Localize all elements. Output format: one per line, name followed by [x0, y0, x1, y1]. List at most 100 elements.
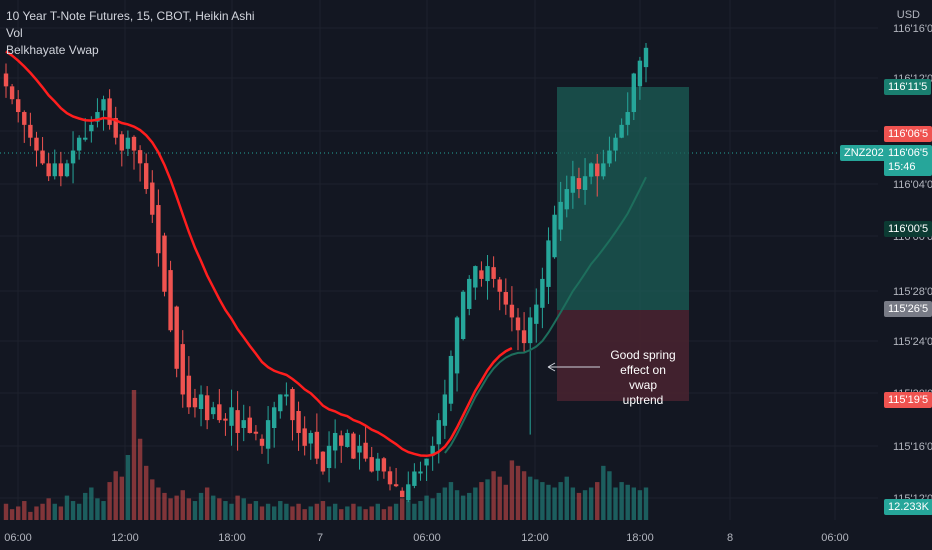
candle-body: [320, 451, 326, 472]
volume-bar: [369, 506, 374, 520]
volume-bar: [52, 503, 57, 520]
volume-bar: [101, 501, 106, 520]
candle-body: [442, 394, 448, 426]
volume-bar: [95, 498, 100, 520]
volume-bar: [387, 506, 393, 520]
volume-bar: [83, 492, 88, 520]
candle-body: [381, 458, 387, 472]
candle-body: [454, 317, 460, 374]
candle-body: [552, 214, 557, 258]
volume-bar: [229, 503, 234, 520]
volume-bar: [284, 503, 289, 520]
volume-bar: [314, 503, 320, 520]
candle-body: [278, 394, 283, 412]
vwap-secondary-line: [444, 176, 647, 454]
candle-body: [150, 182, 155, 215]
volume-bar: [595, 482, 600, 520]
volume-bar: [28, 511, 33, 520]
legend-indicator[interactable]: Belkhayate Vwap: [6, 43, 99, 57]
candle-body: [521, 330, 527, 344]
volume-bar: [558, 482, 563, 520]
annotation-arrow: [547, 362, 600, 372]
candle-body: [497, 279, 502, 292]
symbol-tag: ZNZ2022: [840, 145, 894, 161]
entry-price-tag: 115'26'5: [884, 301, 932, 317]
candle-body: [332, 432, 338, 451]
volume-bar: [393, 503, 399, 520]
candle-body: [131, 136, 137, 151]
currency-label[interactable]: USD: [896, 9, 920, 21]
candle-body: [259, 438, 265, 446]
candle-body: [643, 47, 649, 68]
candle-body: [588, 163, 594, 177]
volume-bar: [223, 501, 228, 520]
volume-bar: [125, 455, 131, 520]
candle-body: [619, 124, 624, 138]
candle-body: [204, 395, 210, 421]
candle-body: [28, 124, 33, 138]
candle-body: [534, 304, 539, 324]
candle-body: [314, 431, 320, 459]
candle-body: [424, 458, 429, 466]
candle-body: [345, 432, 350, 447]
vwap-main-line: [5, 50, 513, 458]
annotation-line-2: effect on vwap: [620, 363, 666, 392]
position-zones[interactable]: [557, 87, 689, 401]
volume-bar: [107, 482, 112, 520]
candle-body: [576, 178, 582, 190]
annotation-arrow-head: [547, 362, 556, 372]
volume-bar: [357, 506, 362, 520]
candle-body: [119, 134, 125, 151]
volume-bar: [436, 492, 441, 520]
candle-body: [217, 404, 222, 421]
candle-body: [339, 435, 344, 446]
candle-body: [527, 317, 533, 344]
candle-body: [223, 418, 228, 421]
volume-bar: [527, 476, 533, 520]
legend-volume[interactable]: Vol: [6, 26, 23, 40]
y-tick-label: 116'16'0: [893, 23, 932, 35]
candle-body: [436, 420, 441, 445]
volume-bar: [637, 490, 643, 520]
candle-body: [375, 458, 381, 471]
volume-bar: [588, 487, 594, 520]
volume-bar: [406, 501, 411, 520]
chart-grid: [0, 0, 878, 520]
legend-symbol[interactable]: 10 Year T-Note Futures, 15, CBOT, Heikin…: [6, 9, 255, 23]
volume-bar: [473, 487, 478, 520]
candle-body: [46, 163, 51, 177]
volume-bar: [412, 503, 417, 520]
volume-bar: [119, 476, 125, 520]
volume-bar: [570, 487, 576, 520]
candle-body: [564, 189, 569, 210]
volume-bar: [363, 509, 368, 520]
volume-bar: [113, 471, 118, 520]
candle-body: [168, 270, 173, 331]
volume-bar: [509, 460, 515, 520]
last-price-tag: 116'06'5 15:46: [884, 145, 932, 176]
volume-bar: [467, 492, 472, 520]
candle-body: [393, 484, 399, 487]
candle-body: [595, 163, 600, 177]
volume-bar: [564, 476, 569, 520]
volume-tag: 12.233K: [884, 499, 932, 515]
volume-bar: [576, 492, 582, 520]
candle-body: [607, 150, 612, 164]
volume-bar: [15, 506, 21, 520]
volume-bar: [607, 471, 612, 520]
volume-bar: [399, 498, 405, 520]
candle-body: [351, 433, 356, 459]
y-tick-label: 116'04'0: [893, 179, 932, 191]
candle-body: [113, 118, 118, 138]
candle-body: [101, 99, 106, 111]
candle-body: [265, 420, 271, 449]
candle-body: [235, 410, 240, 433]
candle-body: [271, 407, 277, 429]
volume-bar: [454, 490, 460, 520]
volume-bar: [235, 495, 240, 520]
candle-body: [582, 176, 588, 190]
candle-body: [229, 407, 234, 426]
volume-bar: [217, 498, 222, 520]
volume-bar: [540, 482, 545, 520]
